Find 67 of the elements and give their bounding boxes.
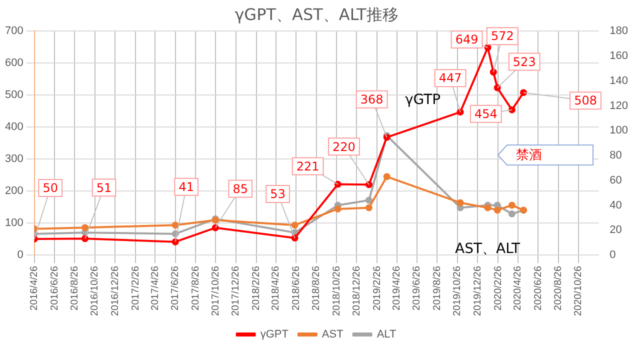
y2-tick-label: 180 xyxy=(610,25,628,38)
data-label: 51 xyxy=(96,180,112,195)
x-tick-label: 2019/4/26 xyxy=(392,266,403,310)
x-tick-label: 2019/8/26 xyxy=(432,266,443,310)
y-tick-label: 100 xyxy=(4,217,24,230)
x-tick-label: 2020/2/26 xyxy=(492,266,504,310)
y-tick-label: 0 xyxy=(17,248,24,261)
x-tick-label: 2018/6/26 xyxy=(290,266,302,310)
y2-tick-label: 0 xyxy=(610,248,616,261)
y2-tick-label: 120 xyxy=(610,100,628,112)
x-tick-label: 2016/8/26 xyxy=(69,266,80,310)
annotation: 禁酒 xyxy=(516,147,542,164)
x-tick-label: 2020/6/26 xyxy=(532,266,544,310)
annotation: γGTP xyxy=(405,92,441,108)
x-tick-label: 2019/12/26 xyxy=(472,266,484,316)
x-tick-label: 2019/10/26 xyxy=(452,266,464,316)
x-tick-label: 2020/8/26 xyxy=(553,266,564,310)
y-tick-label: 700 xyxy=(4,25,24,38)
y-tick-label: 500 xyxy=(4,89,24,102)
data-label: 523 xyxy=(512,54,536,69)
y2-tick-label: 40 xyxy=(610,199,622,212)
data-label: 221 xyxy=(296,159,320,174)
data-label: 649 xyxy=(455,32,478,47)
data-label: 454 xyxy=(474,106,498,121)
x-tick-label: 2018/2/26 xyxy=(251,266,262,310)
x-tick-label: 2016/10/26 xyxy=(90,266,101,316)
y2-tick-label: 160 xyxy=(610,50,628,62)
x-tick-label: 2017/4/26 xyxy=(150,266,161,310)
y2-tick-label: 140 xyxy=(610,74,628,87)
x-tick-label: 2016/4/26 xyxy=(29,266,40,310)
data-label: 447 xyxy=(438,71,462,86)
legend-label: γGPT xyxy=(260,328,289,341)
x-tick-label: 2020/4/26 xyxy=(512,266,524,310)
legend-label: ALT xyxy=(376,328,396,341)
x-tick-label: 2017/8/26 xyxy=(190,266,202,310)
y-tick-label: 400 xyxy=(4,121,24,134)
x-tick-label: 2017/2/26 xyxy=(130,266,142,310)
annotation: AST、ALT xyxy=(455,240,520,258)
x-tick-label: 2017/12/26 xyxy=(230,266,242,316)
x-tick-label: 2018/12/26 xyxy=(351,266,362,316)
y-tick-label: 200 xyxy=(4,185,24,198)
x-tick-label: 2017/6/26 xyxy=(170,266,182,310)
data-label: 50 xyxy=(42,181,58,196)
x-tick-label: 2016/6/26 xyxy=(49,266,60,310)
x-tick-label: 2018/10/26 xyxy=(331,266,342,316)
x-tick-label: 2019/6/26 xyxy=(412,266,423,310)
data-label: 368 xyxy=(360,92,384,106)
data-label: 41 xyxy=(178,180,194,194)
chart-title: γGPT、AST、ALT推移 xyxy=(234,4,398,24)
y2-tick-label: 100 xyxy=(610,124,628,137)
y2-tick-label: 80 xyxy=(610,150,622,162)
y-tick-label: 600 xyxy=(4,57,24,70)
y2-tick-label: 20 xyxy=(610,224,622,236)
y-tick-label: 300 xyxy=(4,153,24,166)
data-label: 508 xyxy=(574,94,597,108)
x-tick-label: 2016/12/26 xyxy=(110,266,121,316)
data-label: 220 xyxy=(332,140,356,154)
legend-label: AST xyxy=(322,328,344,341)
x-tick-label: 2018/4/26 xyxy=(270,266,282,310)
x-tick-label: 2020/10/26 xyxy=(573,266,584,316)
data-label: 85 xyxy=(232,182,248,196)
x-tick-label: 2019/2/26 xyxy=(372,266,383,310)
data-label: 572 xyxy=(490,29,514,44)
x-tick-label: 2017/10/26 xyxy=(210,266,222,316)
x-tick-label: 2018/8/26 xyxy=(311,266,322,310)
y2-tick-label: 60 xyxy=(610,174,622,186)
data-label: 53 xyxy=(270,187,286,202)
